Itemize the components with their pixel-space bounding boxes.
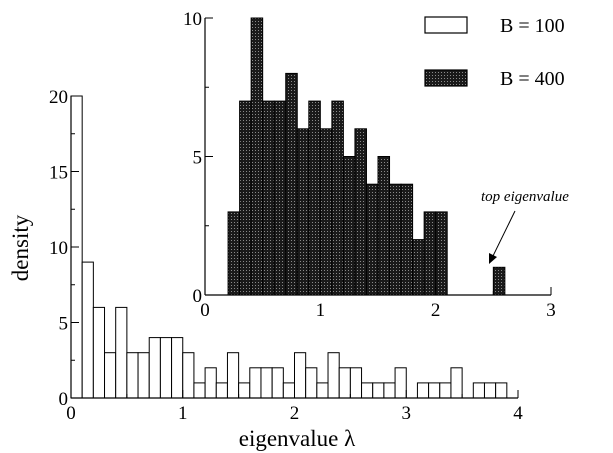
main-bar	[238, 382, 251, 399]
legend-label-b400: B = 400	[500, 68, 565, 90]
inset-bar	[239, 100, 252, 296]
legend-label-b100: B = 100	[500, 15, 565, 37]
inset-x-tick-label: 3	[546, 300, 556, 321]
main-bar	[428, 382, 441, 399]
main-x-tick-label: 1	[178, 403, 188, 424]
main-x-tick-label: 4	[513, 403, 523, 424]
main-bar	[372, 382, 385, 399]
inset-bars	[204, 14, 552, 296]
main-bar	[450, 367, 463, 399]
inset-x-tick-label: 2	[431, 300, 441, 321]
main-y-tick-label: 0	[59, 389, 69, 410]
inset-bar	[354, 128, 367, 296]
main-bar	[271, 367, 284, 399]
inset-bar	[412, 239, 425, 296]
inset-bar	[331, 100, 344, 296]
main-bar	[316, 382, 329, 399]
main-bar	[327, 352, 340, 399]
main-bar	[495, 382, 508, 399]
main-bar	[92, 306, 106, 399]
main-bar	[472, 382, 485, 399]
inset-bar	[377, 156, 391, 296]
main-bar	[171, 337, 184, 399]
main-bar	[249, 367, 262, 399]
main-y-tick-label: 20	[49, 87, 68, 108]
annotation-text: top eigenvalue	[481, 189, 569, 205]
main-bar	[394, 367, 407, 399]
inset-bar	[389, 183, 402, 296]
main-x-tick-label: 0	[66, 403, 76, 424]
top-eigenvalue-annotation: top eigenvalue	[481, 189, 569, 264]
inset-bar	[435, 211, 448, 296]
inset-x-tick-label: 0	[200, 300, 210, 321]
main-y-tick-label: 15	[49, 163, 68, 184]
inset-x-tick-label: 1	[316, 300, 326, 321]
legend-swatch-b100	[424, 16, 468, 34]
inset-bar	[227, 211, 241, 296]
main-bars	[70, 95, 508, 399]
main-bar	[159, 337, 173, 399]
inset-bar	[296, 128, 310, 296]
main-bar	[215, 382, 228, 399]
y-axis-label: density	[8, 214, 33, 281]
inset-bar	[319, 128, 333, 296]
main-bar	[260, 367, 273, 399]
inset-y-tick-label: 5	[193, 148, 203, 169]
main-bar	[416, 382, 430, 399]
main-bar	[204, 367, 217, 399]
main-bar	[226, 352, 240, 399]
inset-bar	[423, 211, 437, 296]
main-bar	[104, 352, 117, 399]
main-y-tick-label: 10	[49, 238, 68, 259]
main-bar	[383, 382, 396, 399]
inset-y-tick-label: 10	[183, 9, 202, 30]
main-bar	[81, 261, 94, 399]
main-bar	[193, 382, 206, 399]
main-bar	[148, 337, 161, 399]
inset-bar	[250, 17, 264, 296]
main-bar	[483, 382, 497, 399]
main-bar	[305, 367, 318, 399]
inset-histogram: 0 1 2 3 0 5 10	[183, 9, 556, 321]
inset-bar	[285, 72, 298, 296]
inset-bar	[262, 100, 275, 296]
main-y-tick-label: 5	[59, 314, 69, 335]
inset-axes: 0 1 2 3 0 5 10	[183, 9, 556, 321]
inset-bar	[342, 156, 356, 296]
main-x-tick-label: 2	[290, 403, 300, 424]
main-x-tick-label: 3	[402, 403, 412, 424]
main-bar	[439, 382, 452, 399]
legend: B = 100 B = 400	[424, 15, 565, 90]
main-bar	[361, 382, 374, 399]
main-bar	[126, 352, 139, 399]
main-bar	[115, 306, 128, 399]
inset-bar	[273, 100, 287, 296]
annotation-arrowhead	[489, 253, 497, 264]
main-bar	[338, 367, 351, 399]
main-bar	[294, 352, 307, 399]
inset-bar	[400, 183, 414, 296]
x-axis-label: eigenvalue λ	[239, 426, 356, 451]
annotation-arrow-line	[491, 210, 516, 259]
main-bar	[349, 367, 363, 399]
main-bar	[282, 382, 296, 399]
legend-swatch-b400	[424, 69, 468, 87]
inset-bar	[365, 183, 379, 296]
inset-bar	[308, 100, 321, 296]
main-bar	[137, 352, 150, 399]
main-bar	[182, 352, 195, 399]
inset-bar	[492, 266, 506, 296]
inset-y-tick-label: 0	[193, 286, 203, 307]
